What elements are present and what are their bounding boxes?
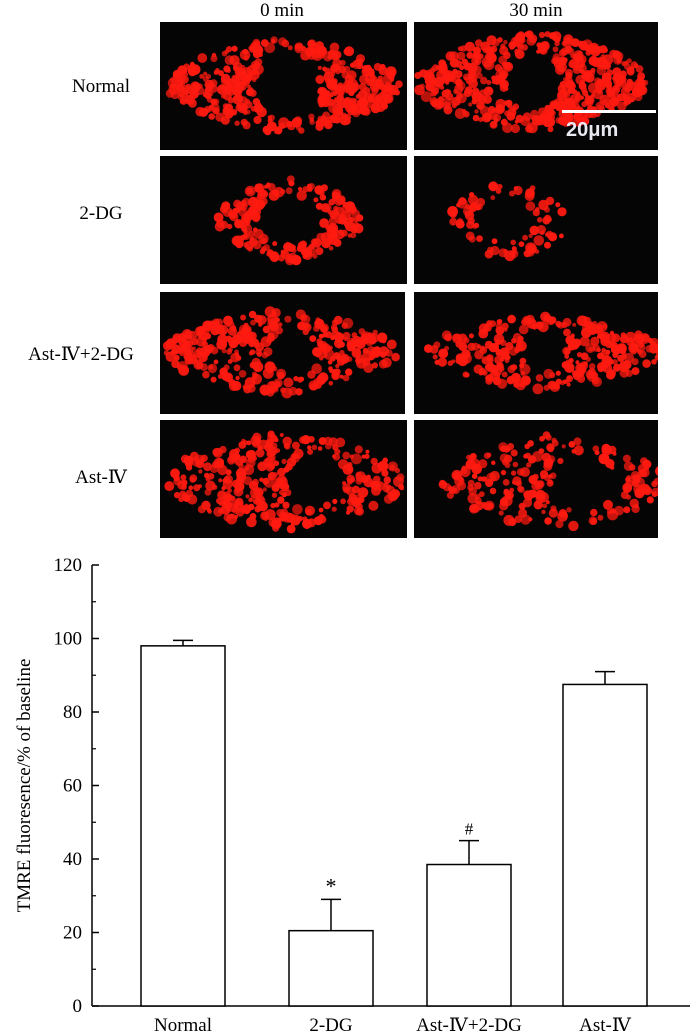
column-header-30min: 30 min (509, 0, 563, 21)
scale-bar (562, 110, 656, 113)
y-tick-label: 60 (63, 776, 82, 797)
micrograph-2dg-0min (160, 156, 407, 284)
tmre-bar-chart: 0 20 40 60 80 100 120 TMRE fluoresence/% of bas… (14, 555, 690, 1033)
micrograph-ast-30min (414, 420, 658, 538)
y-tick-label: 20 (63, 923, 82, 944)
y-axis-label: TMRE fluoresence/% of baseline (14, 659, 35, 913)
bar (288, 929, 374, 1007)
x-tick-label: Ast-Ⅳ+2-DG (416, 1015, 522, 1033)
column-header-0min: 0 min (260, 0, 304, 21)
bar (426, 863, 512, 1007)
y-tick-label: 120 (54, 555, 83, 576)
micrograph-ast-2dg-30min (414, 292, 658, 414)
row-label-2dg: 2-DG (79, 203, 123, 224)
y-tick-label: 40 (63, 849, 82, 870)
micrograph-ast-2dg-0min (160, 292, 405, 414)
y-tick-label: 80 (63, 702, 82, 723)
micrograph-ast-0min (160, 420, 407, 538)
bar (140, 645, 226, 1007)
x-tick-label: 2-DG (309, 1015, 353, 1033)
y-tick-label: 0 (73, 996, 83, 1017)
scale-bar-label: 20μm (566, 119, 619, 141)
significance-mark: # (465, 820, 474, 839)
row-label-ast: Ast-Ⅳ (75, 467, 127, 488)
x-tick-label: Normal (154, 1015, 212, 1033)
row-label-normal: Normal (71, 76, 131, 97)
x-tick-label: Ast-Ⅳ (579, 1015, 632, 1033)
bar (562, 683, 648, 1007)
micrograph-2dg-30min (414, 156, 658, 284)
significance-mark: * (326, 873, 337, 898)
micrograph-normal-30min (414, 22, 658, 150)
y-tick-label: 100 (54, 629, 83, 650)
micrograph-normal-0min (160, 22, 407, 150)
row-label-ast-2dg: Ast-Ⅳ+2-DG (28, 344, 134, 365)
